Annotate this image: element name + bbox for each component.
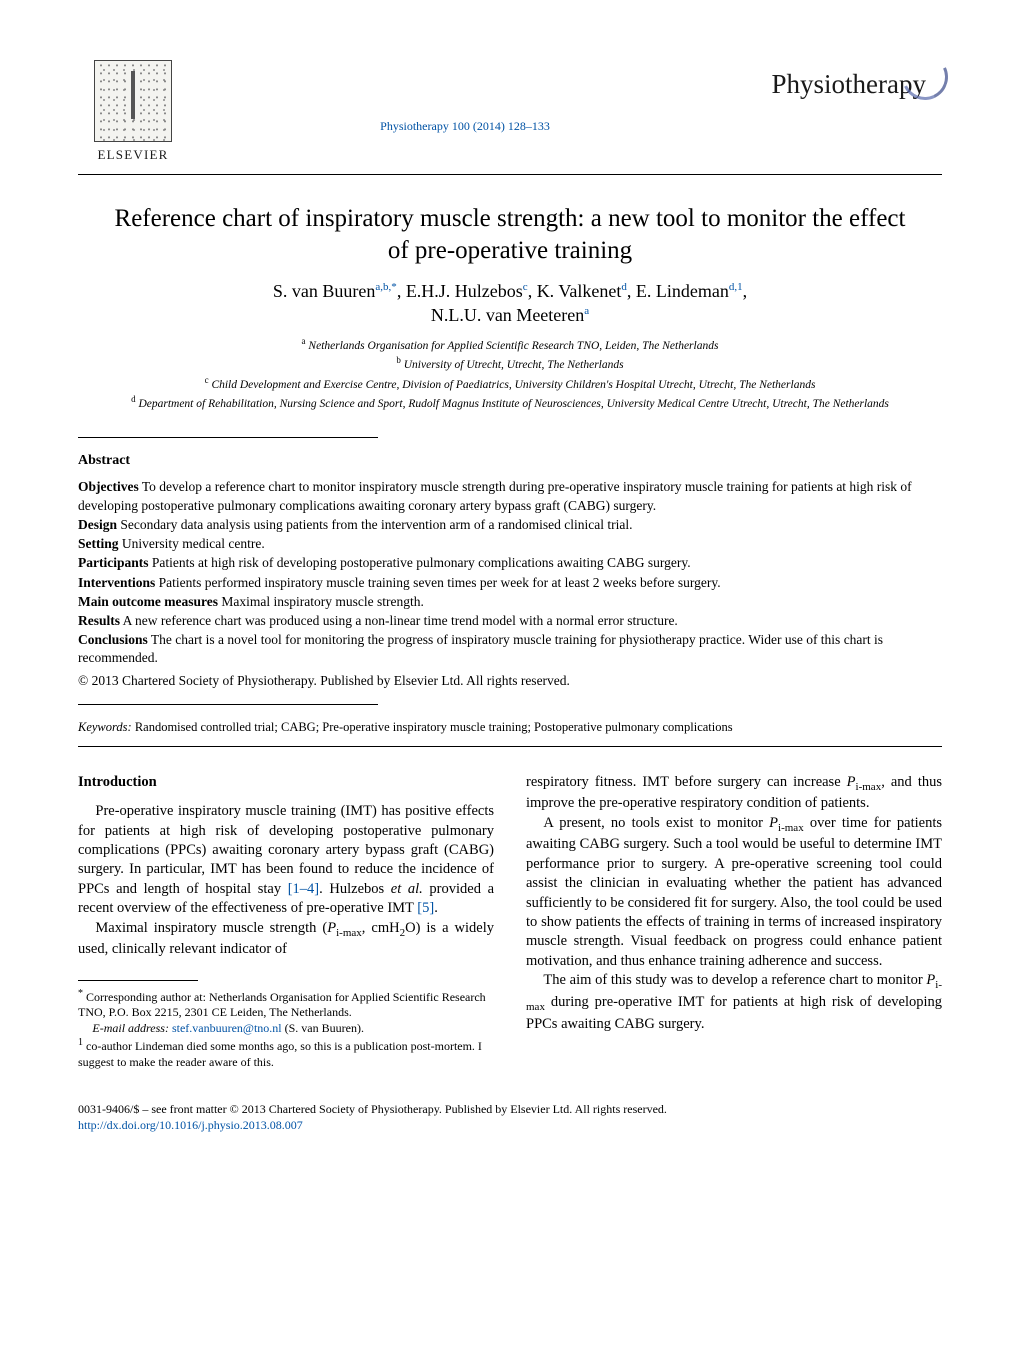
footnote-rule <box>78 980 198 981</box>
abs-setting-label: Setting <box>78 536 119 551</box>
intro-p5: The aim of this study was to develop a r… <box>526 971 942 1034</box>
abs-results-label: Results <box>78 613 120 628</box>
column-right: respiratory fitness. IMT before surgery … <box>526 773 942 1071</box>
physiotherapy-logo: Physiotherapy <box>742 60 942 108</box>
keywords-text: Randomised controlled trial; CABG; Pre-o… <box>132 720 733 734</box>
author-sep: , E. Lindeman <box>627 281 729 301</box>
elsevier-tree-icon <box>94 60 172 142</box>
journal-reference: Physiotherapy 100 (2014) 128–133 <box>188 60 742 137</box>
p4-sub: i-max <box>778 822 804 834</box>
p4-text-a: A present, no tools exist to monitor <box>543 815 769 831</box>
author-sep: , E.H.J. Hulzebos <box>397 281 523 301</box>
affil-a: Netherlands Organisation for Applied Sci… <box>306 340 719 352</box>
abs-outcome: Main outcome measures Maximal inspirator… <box>78 593 942 611</box>
intro-heading: Introduction <box>78 773 494 792</box>
footnotes: * Corresponding author at: Netherlands O… <box>78 987 494 1071</box>
footnote-1: 1 co-author Lindeman died some months ag… <box>78 1036 494 1070</box>
p1-text-d: . <box>434 900 438 916</box>
p2-text-b: , cmH <box>362 920 400 936</box>
abs-setting: Setting University medical centre. <box>78 535 942 553</box>
doi-link[interactable]: http://dx.doi.org/10.1016/j.physio.2013.… <box>78 1118 303 1132</box>
author-5-affil[interactable]: a <box>584 305 589 317</box>
footnote-email-label: E-mail address: <box>92 1021 172 1035</box>
affiliations: a Netherlands Organisation for Applied S… <box>108 335 912 412</box>
author-1-affil[interactable]: a,b,* <box>375 281 396 293</box>
abs-conclusions: Conclusions The chart is a novel tool fo… <box>78 631 942 667</box>
p5-sym: P <box>926 972 935 988</box>
abs-conclusions-label: Conclusions <box>78 632 148 647</box>
abs-setting-text: University medical centre. <box>119 536 265 551</box>
author-sep: , K. Valkenet <box>528 281 622 301</box>
footnote-1-text: co-author Lindeman died some months ago,… <box>78 1039 482 1069</box>
abs-design-label: Design <box>78 517 117 532</box>
footnote-email: E-mail address: stef.vanbuuren@tno.nl (S… <box>78 1021 494 1037</box>
elsevier-logo-block: ELSEVIER <box>78 60 188 164</box>
body-columns: Introduction Pre-operative inspiratory m… <box>78 773 942 1071</box>
affil-d: Department of Rehabilitation, Nursing Sc… <box>136 398 889 410</box>
abstract-bottom-rule <box>78 704 378 705</box>
abstract-copyright: © 2013 Chartered Society of Physiotherap… <box>78 672 942 690</box>
p3-sub: i-max <box>856 781 882 793</box>
footnote-email-paren: (S. van Buuren). <box>282 1021 364 1035</box>
abs-conclusions-text: The chart is a novel tool for monitoring… <box>78 632 883 665</box>
footnote-corr-text: Corresponding author at: Netherlands Org… <box>78 990 486 1020</box>
abs-outcome-text: Maximal inspiratory muscle strength. <box>218 594 424 609</box>
p5-text-a: The aim of this study was to develop a r… <box>543 972 926 988</box>
abs-participants-text: Patients at high risk of developing post… <box>149 555 691 570</box>
intro-p4: A present, no tools exist to monitor Pi-… <box>526 814 942 972</box>
intro-p1: Pre-operative inspiratory muscle trainin… <box>78 802 494 919</box>
column-left: Introduction Pre-operative inspiratory m… <box>78 773 494 1071</box>
abs-objectives: Objectives To develop a reference chart … <box>78 478 942 514</box>
author-4-affil[interactable]: d,1 <box>729 281 743 293</box>
ref-link-5[interactable]: [5] <box>417 900 434 916</box>
front-matter-line: 0031-9406/$ – see front matter © 2013 Ch… <box>78 1101 942 1117</box>
abs-participants: Participants Patients at high risk of de… <box>78 554 942 572</box>
abs-participants-label: Participants <box>78 555 149 570</box>
abs-interventions-label: Interventions <box>78 575 155 590</box>
authors: S. van Buurena,b,*, E.H.J. Hulzebosc, K.… <box>78 279 942 328</box>
intro-p3: respiratory fitness. IMT before surgery … <box>526 773 942 814</box>
intro-p2: Maximal inspiratory muscle strength (Pi-… <box>78 919 494 960</box>
footnote-email-link[interactable]: stef.vanbuuren@tno.nl <box>172 1021 282 1035</box>
p1-etal: et al. <box>391 881 423 897</box>
keywords-rule <box>78 746 942 747</box>
p5-text-b: during pre-operative IMT for patients at… <box>526 994 942 1032</box>
abs-results: Results A new reference chart was produc… <box>78 612 942 630</box>
p3-sym: P <box>847 774 856 790</box>
abs-interventions: Interventions Patients performed inspira… <box>78 574 942 592</box>
abs-objectives-label: Objectives <box>78 479 139 494</box>
bottom-matter: 0031-9406/$ – see front matter © 2013 Ch… <box>78 1101 942 1133</box>
keywords-label: Keywords: <box>78 720 132 734</box>
elsevier-label: ELSEVIER <box>98 146 169 164</box>
abs-outcome-label: Main outcome measures <box>78 594 218 609</box>
affil-b: University of Utrecht, Utrecht, The Neth… <box>401 359 624 371</box>
ref-link-1-4[interactable]: [1–4] <box>288 881 319 897</box>
abs-objectives-text: To develop a reference chart to monitor … <box>78 479 912 512</box>
journal-ref-link[interactable]: Physiotherapy 100 (2014) 128–133 <box>380 119 550 133</box>
abs-design: Design Secondary data analysis using pat… <box>78 516 942 534</box>
p3-text-a: respiratory fitness. IMT before surgery … <box>526 774 847 790</box>
p2-sub1: i-max <box>336 927 362 939</box>
p2-sym: P <box>327 920 336 936</box>
abstract: Abstract Objectives To develop a referen… <box>78 452 942 690</box>
affil-c: Child Development and Exercise Centre, D… <box>209 379 816 391</box>
author-sep: , <box>743 281 748 301</box>
p4-sym: P <box>769 815 778 831</box>
keywords: Keywords: Randomised controlled trial; C… <box>78 719 942 736</box>
abs-results-text: A new reference chart was produced using… <box>120 613 678 628</box>
article-title: Reference chart of inspiratory muscle st… <box>108 203 912 267</box>
header-row: ELSEVIER Physiotherapy 100 (2014) 128–13… <box>78 60 942 164</box>
abs-interventions-text: Patients performed inspiratory muscle tr… <box>155 575 720 590</box>
p1-text-b: . Hulzebos <box>319 881 391 897</box>
author-5: N.L.U. van Meeteren <box>431 305 584 325</box>
abs-design-text: Secondary data analysis using patients f… <box>117 517 632 532</box>
p2-text-a: Maximal inspiratory muscle strength ( <box>95 920 327 936</box>
footnote-corresponding: * Corresponding author at: Netherlands O… <box>78 987 494 1021</box>
p4-text-b: over time for patients awaiting CABG sur… <box>526 815 942 969</box>
header-rule <box>78 174 942 175</box>
physiotherapy-wordmark: Physiotherapy <box>766 60 943 108</box>
abstract-heading: Abstract <box>78 452 942 471</box>
abstract-top-rule <box>78 437 378 438</box>
author-1: S. van Buuren <box>273 281 376 301</box>
